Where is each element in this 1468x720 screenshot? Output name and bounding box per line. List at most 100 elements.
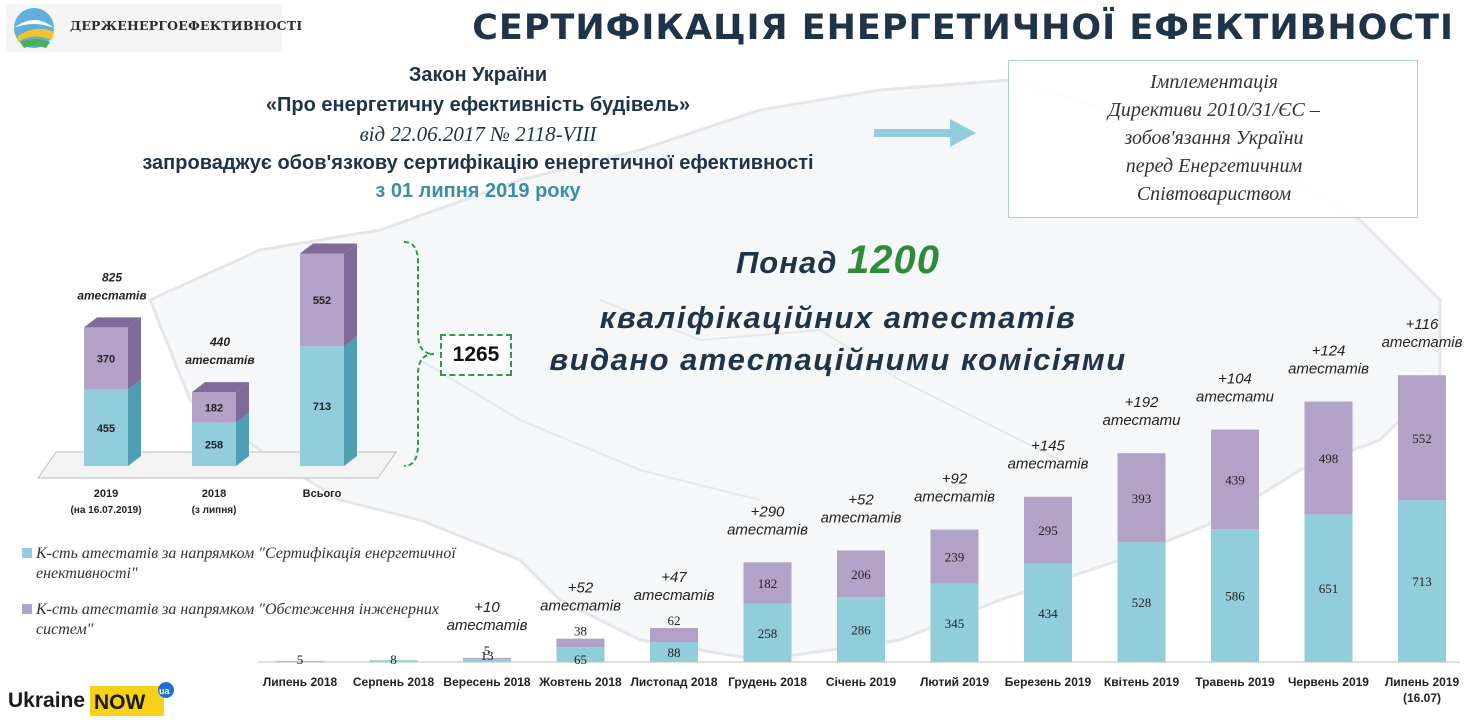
monthly-bar-12-series-1 [1398,500,1446,662]
summary-value-0-series-2: 370 [97,353,115,365]
law-line-4: запроваджує обов'язкову сертифікацію ене… [142,152,814,174]
summary-value-2-series-1: 713 [313,401,331,413]
curly-brace [403,241,435,467]
summary-bar-top-2 [300,243,357,254]
summary-category-1: 2018 [202,488,226,500]
summary-category-2: Всього [303,488,342,500]
monthly-value-11-series-1: 651 [1319,581,1339,596]
monthly-bar-12-series-2 [1398,375,1446,501]
monthly-value-2-series-1: 13 [481,648,494,663]
summary-bar-0-series-1 [84,389,128,466]
law-line-2: «Про енергетичну ефективність будівель» [265,94,691,116]
monthly-increment-12: +116 [1406,316,1439,333]
headline-number: 1200 [847,238,940,282]
monthly-increment-unit-5: атестатів [727,521,808,538]
legend-label-series-1: К-сть атестатів за напрямком "Сертифікац… [36,545,456,582]
summary-total-unit-0: атестатів [77,288,146,302]
monthly-bar-9-series-2 [1117,453,1166,543]
monthly-value-3-series-2: 38 [574,624,587,639]
logo-word-ukraine: Ukraine [8,689,85,712]
monthly-increment-unit-8: атестатів [1008,456,1089,473]
monthly-category-4: Листопад 2018 [630,675,717,689]
monthly-increment-11: +124 [1312,343,1346,360]
monthly-increment-8: +145 [1031,438,1065,455]
monthly-category-12: Липень 2019 [1385,675,1460,689]
monthly-increment-unit-12: атестатів [1382,334,1463,351]
monthly-category-6: Січень 2019 [826,675,897,689]
monthly-increment-unit-4: атестатів [634,587,715,604]
summary-value-1-series-2: 182 [205,402,223,414]
logo-ua-text: ua [159,686,170,696]
eu-line-1: Імплементація [1149,71,1279,93]
logo-now-background [90,686,164,716]
monthly-value-2-series-2: 5 [484,643,491,658]
law-line-3: від 22.06.2017 № 2118-VIII [359,122,597,146]
summary-bar-side-2-0 [344,336,357,466]
monthly-bar-1-series-1 [369,660,418,662]
total-certificates-box: 1265 [440,334,512,376]
monthly-increment-unit-2: атестатів [447,617,528,634]
monthly-value-12-series-1: 713 [1412,574,1432,589]
monthly-value-6-series-1: 286 [851,623,871,638]
headline-line-2: кваліфікаційних атестатів [599,300,1077,335]
monthly-increment-3: +52 [568,580,594,597]
legend-label-series-2: К-сть атестатів за напрямком "Обстеження… [36,601,440,638]
monthly-increment-unit-6: атестатів [821,509,902,526]
summary-category-sub-1: (з липня) [192,505,237,516]
right-arrow-icon [874,119,976,147]
monthly-bar-10-series-2 [1211,429,1259,530]
monthly-bar-4-series-2 [650,627,698,643]
monthly-value-8-series-2: 295 [1038,523,1058,538]
logo-word-now: NOW [94,691,146,714]
summary-bar-top-1 [192,382,249,393]
monthly-value-4-series-1: 88 [668,645,681,660]
monthly-value-4-series-2: 62 [668,613,681,628]
summary-total-0: 825 [102,270,122,284]
org-name: ДЕРЖЕНЕРГОЕФЕКТИВНОСТІ [70,18,303,33]
eu-line-4: перед Енергетичним [1125,155,1303,177]
monthly-bar-8-series-1 [1024,563,1072,662]
summary-value-1-series-1: 258 [205,439,223,451]
monthly-increment-5: +290 [751,503,785,520]
monthly-bar-2-series-1 [463,659,511,662]
logo-ua-badge [158,682,174,698]
monthly-increment-2: +10 [474,599,500,616]
summary-bar-side-1-0 [236,412,249,466]
monthly-bar-8-series-2 [1024,496,1072,564]
monthly-bar-10-series-1 [1211,529,1259,662]
monthly-increment-unit-7: атестатів [914,489,995,506]
monthly-bar-11-series-2 [1304,401,1353,515]
monthly-bar-11-series-1 [1304,514,1353,662]
monthly-bar-7-series-1 [930,583,979,662]
summary-bar-0-series-2 [84,327,128,390]
summary-bar-1-series-1 [192,422,236,466]
monthly-category-0: Липень 2018 [263,675,338,689]
monthly-category-2: Вересень 2018 [443,675,531,689]
monthly-value-9-series-2: 393 [1132,491,1152,506]
headline-line-1: Понад 1200 [546,238,1130,283]
monthly-bar-6-series-2 [837,550,885,598]
monthly-category-sub-12: (16.07) [1403,691,1441,705]
monthly-value-8-series-1: 434 [1038,606,1058,621]
summary-total-unit-1: атестатів [185,353,254,367]
monthly-category-9: Квітень 2019 [1104,675,1180,689]
summary-chart: 455 370 825 атестатів 2019 (на 16.07.2019) 258… [37,243,397,516]
monthly-increment-10: +104 [1218,371,1252,388]
summary-category-sub-0: (на 16.07.2019) [70,505,141,516]
summary-bar-1-series-2 [192,392,236,423]
summary-bar-2-series-2 [300,253,344,347]
legend-swatch-series-2 [22,604,32,614]
monthly-increment-unit-3: атестатів [540,598,621,615]
eu-directive-box: Імплементація Директиви 2010/31/ЄС – зоб… [1008,60,1418,218]
monthly-increment-9: +192 [1125,394,1159,411]
monthly-value-7-series-1: 345 [945,616,965,631]
monthly-increment-unit-11: атестатів [1288,361,1369,378]
monthly-value-0-series-1: 5 [297,652,304,667]
monthly-value-10-series-1: 586 [1225,589,1245,604]
summary-bar-top-0 [84,317,141,328]
eu-line-3: зобов'язання України [1124,127,1304,149]
summary-value-0-series-1: 455 [97,423,115,435]
eu-line-5: Співтовариством [1136,183,1292,205]
legend-swatch-series-1 [22,548,32,558]
